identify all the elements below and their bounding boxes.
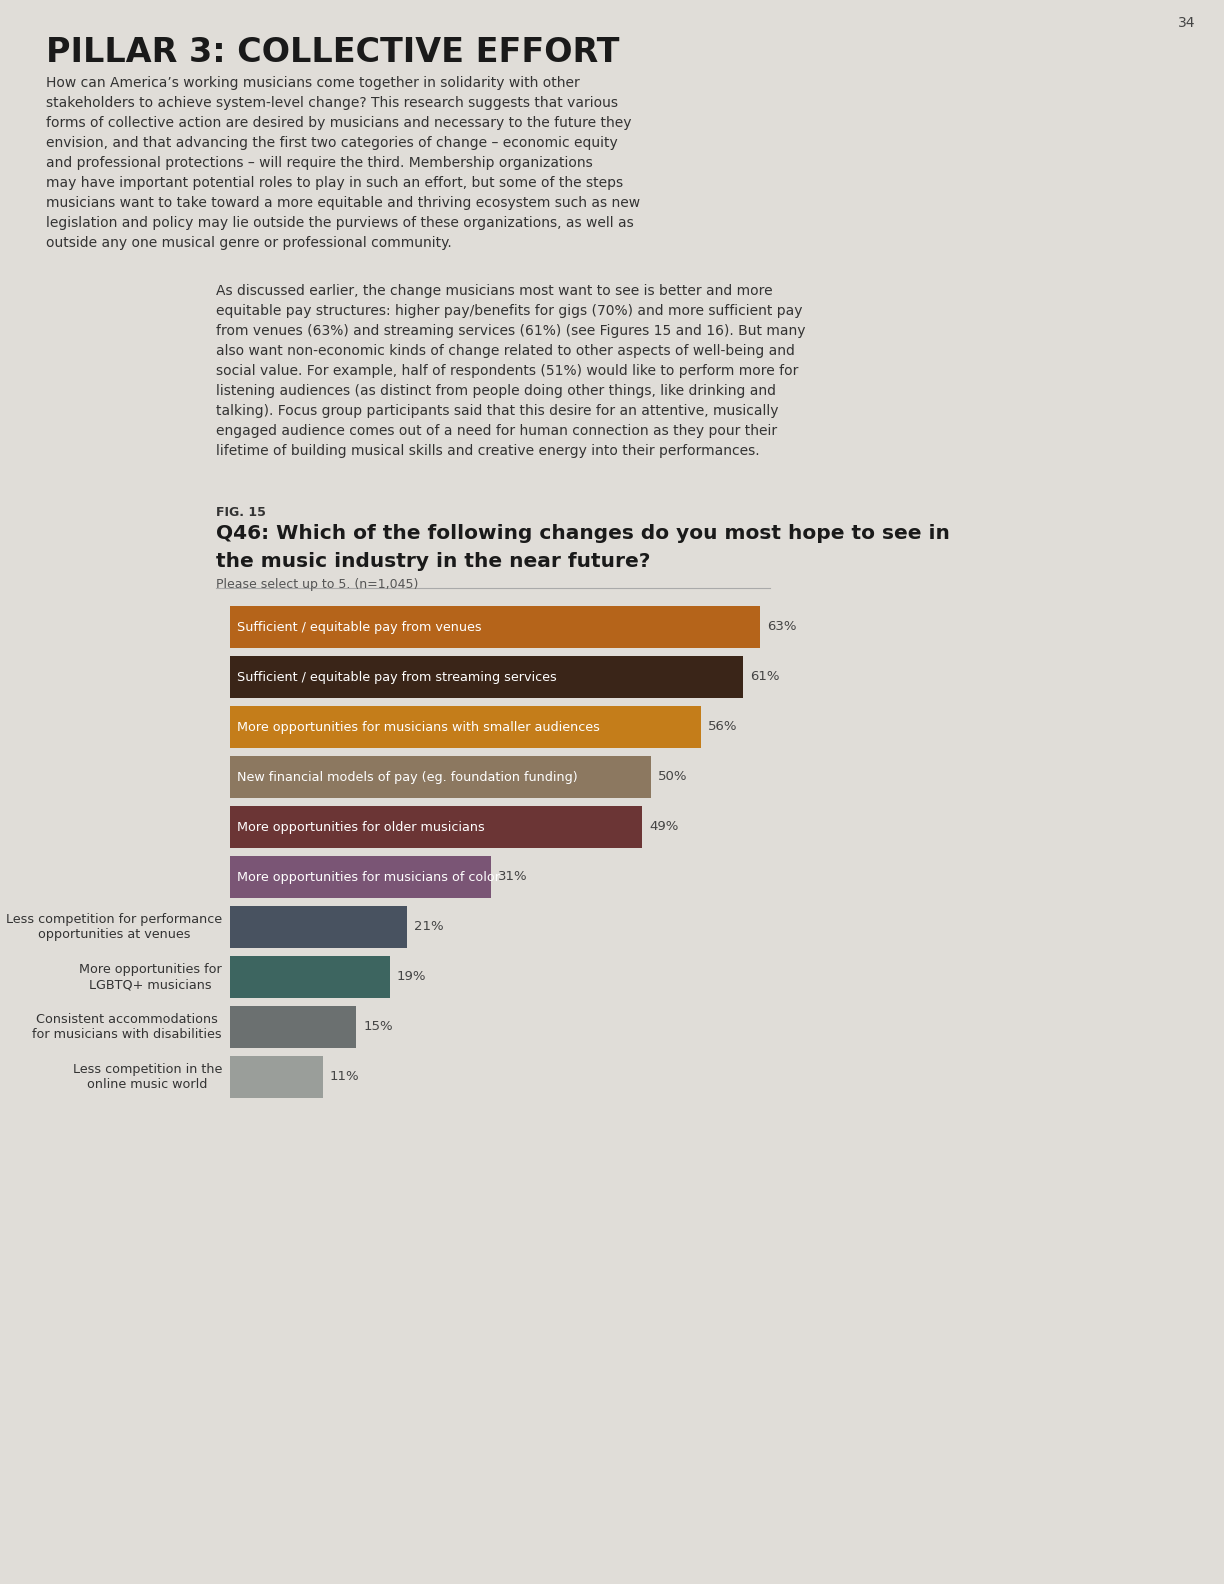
Text: How can America’s working musicians come together in solidarity with other
stake: How can America’s working musicians come… bbox=[47, 76, 640, 250]
Text: 49%: 49% bbox=[649, 821, 678, 833]
Text: 63%: 63% bbox=[767, 621, 797, 634]
Text: Q46: Which of the following changes do you most hope to see in: Q46: Which of the following changes do y… bbox=[215, 524, 950, 543]
Text: 15%: 15% bbox=[364, 1020, 393, 1033]
Text: 34: 34 bbox=[1177, 16, 1195, 30]
Text: Please select up to 5. (n=1,045): Please select up to 5. (n=1,045) bbox=[215, 578, 419, 591]
Bar bbox=[230, 906, 406, 947]
Text: As discussed earlier, the change musicians most want to see is better and more
e: As discussed earlier, the change musicia… bbox=[215, 284, 805, 458]
Text: 21%: 21% bbox=[414, 920, 443, 933]
Bar bbox=[230, 855, 491, 898]
Bar bbox=[230, 957, 389, 998]
Text: Less competition in the
online music world: Less competition in the online music wor… bbox=[72, 1063, 222, 1091]
Text: Sufficient / equitable pay from venues: Sufficient / equitable pay from venues bbox=[237, 621, 481, 634]
Bar bbox=[230, 1006, 356, 1049]
Text: 50%: 50% bbox=[657, 770, 687, 784]
Text: 31%: 31% bbox=[498, 871, 528, 884]
Text: 11%: 11% bbox=[329, 1071, 359, 1083]
Text: FIG. 15: FIG. 15 bbox=[215, 505, 266, 520]
Bar bbox=[230, 656, 743, 699]
Bar bbox=[230, 806, 643, 847]
Text: More opportunities for older musicians: More opportunities for older musicians bbox=[237, 821, 485, 833]
Text: More opportunities for
LGBTQ+ musicians: More opportunities for LGBTQ+ musicians bbox=[80, 963, 222, 992]
Bar bbox=[230, 756, 651, 798]
Bar bbox=[230, 706, 701, 748]
Bar bbox=[230, 607, 760, 648]
Text: More opportunities for musicians with smaller audiences: More opportunities for musicians with sm… bbox=[237, 721, 600, 733]
Text: Sufficient / equitable pay from streaming services: Sufficient / equitable pay from streamin… bbox=[237, 670, 557, 684]
Text: New financial models of pay (eg. foundation funding): New financial models of pay (eg. foundat… bbox=[237, 770, 578, 784]
Text: the music industry in the near future?: the music industry in the near future? bbox=[215, 551, 650, 570]
Text: 19%: 19% bbox=[397, 971, 426, 984]
Text: PILLAR 3: COLLECTIVE EFFORT: PILLAR 3: COLLECTIVE EFFORT bbox=[47, 36, 619, 70]
Bar bbox=[230, 1057, 323, 1098]
Text: 61%: 61% bbox=[750, 670, 780, 684]
Text: Less competition for performance
opportunities at venues: Less competition for performance opportu… bbox=[6, 912, 222, 941]
Text: 56%: 56% bbox=[709, 721, 738, 733]
Text: More opportunities for musicians of color: More opportunities for musicians of colo… bbox=[237, 871, 499, 884]
Text: Consistent accommodations
for musicians with disabilities: Consistent accommodations for musicians … bbox=[32, 1014, 222, 1041]
